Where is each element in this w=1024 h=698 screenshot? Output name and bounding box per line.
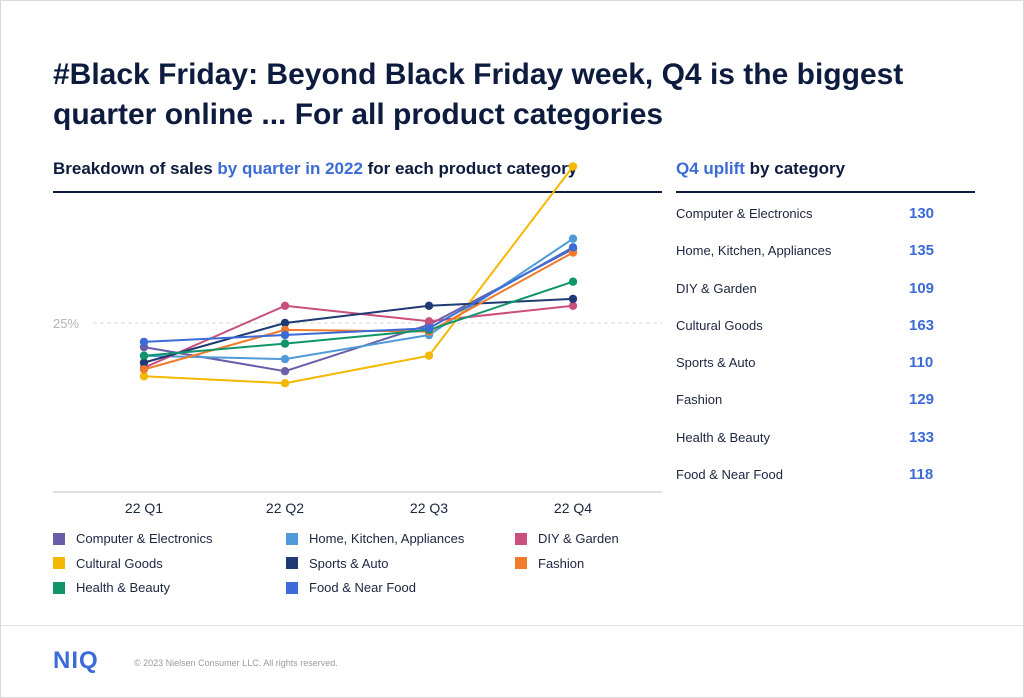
uplift-value: 129 — [909, 391, 935, 409]
x-tick-label: 22 Q3 — [410, 500, 448, 516]
uplift-category-label: Sports & Auto — [676, 355, 756, 371]
legend-label: Health & Beauty — [76, 580, 170, 595]
legend-item: Cultural Goods — [53, 556, 163, 571]
data-point — [424, 351, 434, 360]
series-line — [143, 248, 574, 373]
legend-label: Fashion — [538, 555, 585, 571]
copyright-text: © 2023 Nielsen Consumer LLC. All rights … — [134, 658, 338, 668]
data-point — [139, 372, 149, 381]
series-line — [143, 246, 574, 343]
chart-subtitle-part2: by quarter in 2022 — [217, 159, 363, 178]
data-point — [280, 354, 290, 364]
legend-swatch — [53, 581, 65, 594]
x-tick-label: 22 Q2 — [266, 500, 304, 516]
data-point — [568, 234, 578, 243]
uplift-category-label: DIY & Garden — [676, 280, 757, 296]
legend-label: DIY & Garden — [538, 531, 619, 546]
uplift-row: Sports & Auto 110 — [676, 346, 966, 383]
uplift-row: Computer & Electronics 130 — [676, 197, 966, 234]
data-point — [568, 243, 578, 252]
legend-label: Sports & Auto — [309, 555, 389, 571]
legend-swatch — [515, 532, 527, 545]
uplift-category-label: Food & Near Food — [676, 467, 783, 483]
legend-label: Food & Near Food — [309, 580, 416, 595]
series-line — [143, 297, 574, 364]
data-point — [139, 337, 149, 347]
legend-item: Health & Beauty — [53, 580, 170, 595]
uplift-category-label: Computer & Electronics — [676, 206, 813, 221]
uplift-value: 118 — [909, 466, 934, 484]
uplift-row: Fashion 129 — [676, 383, 966, 420]
uplift-category-label: Fashion — [676, 392, 723, 408]
uplift-value: 130 — [909, 205, 935, 222]
series-line — [143, 280, 574, 357]
data-point — [280, 318, 290, 328]
data-point — [139, 358, 149, 367]
uplift-subtitle-part1: Q4 uplift — [676, 159, 745, 178]
series-line — [143, 165, 574, 385]
legend-item: Sports & Auto — [286, 556, 389, 571]
series-line — [143, 251, 574, 371]
data-point — [139, 365, 149, 374]
legend-item: Home, Kitchen, Appliances — [286, 531, 464, 546]
legend-swatch — [53, 557, 65, 569]
legend-swatch — [286, 581, 298, 594]
data-point — [280, 339, 290, 348]
legend-item: Fashion — [515, 556, 584, 571]
line-chart: 25% 22 Q1 22 Q2 22 Q3 22 Q4 — [53, 162, 662, 516]
legend-swatch — [286, 532, 298, 545]
legend-swatch — [286, 557, 298, 569]
legend-label: Cultural Goods — [76, 555, 163, 571]
page-title: #Black Friday: Beyond Black Friday week,… — [53, 58, 904, 131]
data-point — [568, 294, 578, 304]
uplift-value: 110 — [909, 354, 934, 372]
legend-swatch — [515, 557, 527, 569]
uplift-subtitle-rule — [676, 191, 975, 193]
data-point — [424, 317, 434, 326]
uplift-value: 109 — [909, 279, 935, 297]
uplift-category-label: Home, Kitchen, Appliances — [676, 243, 832, 259]
data-point — [280, 301, 290, 310]
uplift-row: DIY & Garden 109 — [676, 272, 966, 309]
series-line — [143, 237, 574, 361]
data-point — [568, 277, 578, 286]
data-point — [280, 367, 290, 376]
uplift-value: 133 — [909, 428, 935, 446]
uplift-value: 163 — [909, 316, 935, 334]
data-point — [424, 301, 434, 310]
legend-item: Food & Near Food — [286, 580, 416, 595]
x-tick-label: 22 Q1 — [125, 500, 163, 516]
legend-swatch — [53, 532, 65, 545]
data-point — [568, 162, 578, 171]
x-tick-label: 22 Q4 — [554, 500, 592, 516]
chart-subtitle-rule — [53, 191, 662, 193]
data-point — [280, 379, 290, 388]
legend-label: Home, Kitchen, Appliances — [309, 531, 465, 546]
data-point — [568, 301, 578, 310]
uplift-category-label: Health & Beauty — [676, 429, 770, 445]
chart-subtitle-part3: for each product category — [362, 159, 578, 178]
uplift-category-label: Cultural Goods — [676, 317, 763, 333]
chart-subtitle-part1: Breakdown of sales — [53, 159, 218, 178]
data-point — [280, 330, 290, 340]
uplift-row: Cultural Goods 163 — [676, 309, 966, 346]
footer-divider — [1, 625, 1023, 626]
data-point — [424, 324, 434, 333]
legend-item: DIY & Garden — [515, 531, 619, 546]
uplift-subtitle: Q4 uplift by category — [676, 159, 845, 179]
uplift-subtitle-part2: by category — [744, 159, 846, 178]
reference-line-label: 25% — [53, 316, 79, 331]
uplift-row: Food & Near Food 118 — [676, 458, 966, 495]
data-point — [139, 351, 149, 360]
chart-subtitle: Breakdown of sales by quarter in 2022 fo… — [53, 159, 577, 179]
uplift-row: Home, Kitchen, Appliances 135 — [676, 234, 966, 271]
niq-logo: NIQ — [53, 647, 99, 674]
uplift-table: Computer & Electronics 130 Home, Kitchen, … — [676, 197, 966, 495]
uplift-row: Health & Beauty 133 — [676, 421, 966, 458]
legend-item: Computer & Electronics — [53, 531, 213, 546]
legend-label: Computer & Electronics — [76, 531, 213, 546]
uplift-value: 135 — [909, 242, 935, 260]
